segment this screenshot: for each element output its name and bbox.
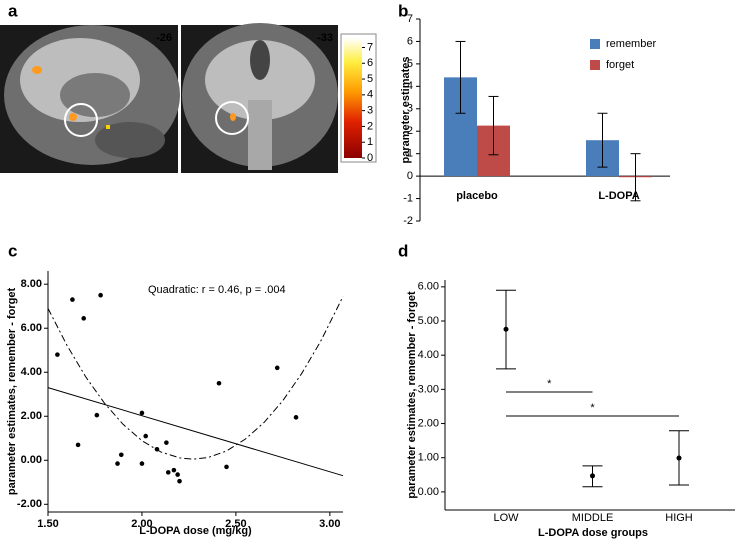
point: [143, 433, 149, 439]
colorbar: [344, 38, 362, 158]
point: [175, 472, 180, 477]
point: [165, 470, 171, 475]
slice-label: -33: [317, 32, 333, 44]
annotation: Quadratic: r = 0.46, p = .004: [148, 284, 286, 296]
y-tick-label: 3.00: [418, 383, 439, 395]
y-tick-label: -2.00: [17, 498, 42, 510]
legend-swatch: [590, 60, 600, 70]
colorbar-tick-label: 1: [367, 136, 373, 148]
colorbar-tick-label: 5: [367, 73, 373, 85]
y-tick-label: -2: [403, 215, 413, 227]
y-tick-label: 3: [407, 103, 413, 115]
colorbar-tick-label: 2: [367, 120, 373, 132]
y-tick-label: 6: [407, 35, 413, 47]
colorbar-tick-label: 3: [367, 105, 373, 117]
colorbar-tick-label: 6: [367, 57, 373, 69]
legend-label: forget: [606, 59, 634, 71]
panel-label: a: [8, 1, 18, 20]
y-tick-label: 6.00: [21, 322, 42, 334]
x-tick-label: LOW: [493, 512, 519, 524]
y-tick-label: 7: [407, 13, 413, 25]
y-tick-label: 4.00: [21, 366, 42, 378]
y-tick-label: 6.00: [418, 281, 439, 293]
point: [274, 365, 280, 371]
y-tick-label: -1: [403, 192, 413, 204]
point: [154, 446, 160, 452]
slice-label: -26: [156, 32, 172, 44]
y-tick-label: 8.00: [21, 278, 42, 290]
point: [177, 478, 182, 484]
colorbar-tick-label: 7: [367, 41, 373, 53]
point: [139, 410, 145, 416]
significance-label: *: [547, 378, 552, 390]
point: [94, 412, 100, 418]
y-tick-label: 1: [407, 148, 413, 160]
y-tick-label: 2.00: [418, 417, 439, 429]
y-axis-label: parameter estimates: [400, 56, 412, 163]
y-tick-label: 5.00: [418, 315, 439, 327]
x-tick-label: 2.00: [131, 518, 152, 530]
colorbar-tick-label: 4: [367, 89, 373, 101]
x-tick-label: 2.50: [225, 518, 246, 530]
point: [224, 464, 229, 470]
point: [293, 415, 299, 420]
x-axis-label: L-DOPA dose (mg/kg): [139, 525, 252, 537]
x-tick-label: placebo: [456, 190, 498, 202]
point: [98, 292, 103, 298]
point: [70, 297, 75, 302]
x-tick-label: MIDDLE: [572, 512, 614, 524]
legend-swatch: [590, 39, 600, 49]
x-tick-label: 3.00: [319, 518, 340, 530]
point: [118, 452, 124, 458]
y-axis-label: parameter estimates, remember - forget: [406, 291, 418, 499]
mean-point: [676, 455, 682, 461]
significance-label: *: [590, 402, 595, 414]
point: [81, 316, 87, 321]
point: [164, 440, 169, 445]
linear-fit: [47, 387, 344, 477]
panel-label: b: [398, 1, 408, 20]
y-tick-label: 2: [407, 125, 413, 137]
point: [171, 467, 177, 473]
x-tick-label: HIGH: [665, 512, 693, 524]
y-tick-label: 0.00: [21, 454, 42, 466]
quadratic-fit: [47, 296, 344, 460]
y-tick-label: 1.00: [418, 452, 439, 464]
point: [216, 380, 222, 386]
x-tick-label: 1.50: [37, 518, 58, 530]
y-tick-label: 0.00: [418, 486, 439, 498]
mean-point: [503, 326, 509, 332]
y-tick-label: 5: [407, 58, 413, 70]
point: [55, 352, 60, 357]
mean-point: [590, 473, 595, 479]
panel-label: c: [8, 241, 17, 260]
y-tick-label: 4.00: [418, 349, 439, 361]
brain-slices: [0, 23, 338, 173]
y-tick-label: 4: [407, 80, 413, 92]
x-tick-label: L-DOPA: [598, 190, 639, 202]
y-axis-label: parameter estimates, remember - forget: [6, 288, 18, 496]
point: [75, 442, 81, 448]
point: [139, 461, 145, 466]
y-tick-label: 0: [407, 170, 413, 182]
colorbar-tick-label: 0: [367, 152, 373, 164]
y-tick-label: 2.00: [21, 410, 42, 422]
legend-label: remember: [606, 38, 656, 50]
panel-label: d: [398, 241, 408, 260]
x-axis-label: L-DOPA dose groups: [538, 527, 648, 539]
point: [115, 461, 120, 466]
